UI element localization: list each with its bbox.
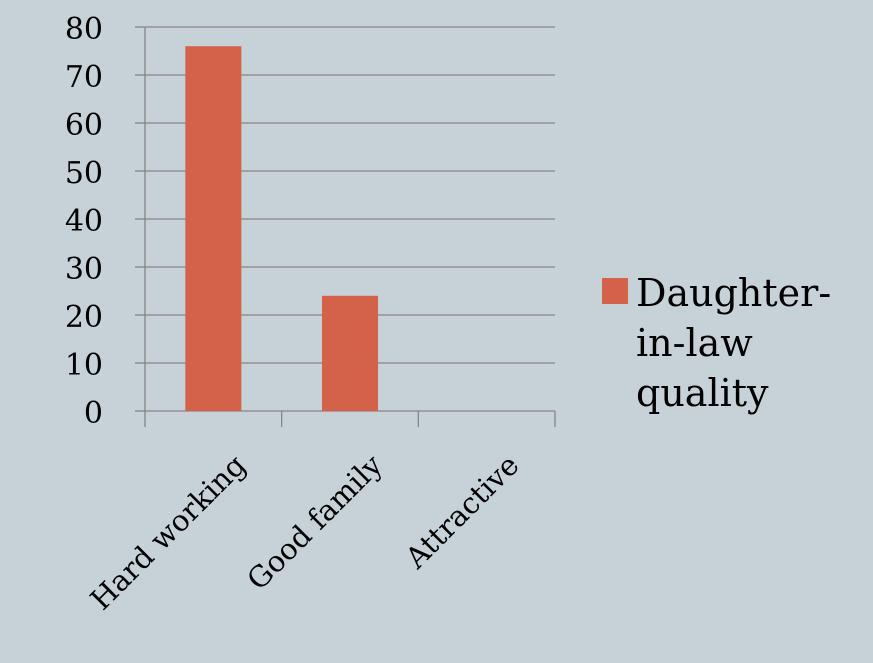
y-tick-label: 50 xyxy=(65,156,103,191)
y-tick-label: 60 xyxy=(65,108,103,143)
y-tick-label: 70 xyxy=(65,60,103,95)
y-tick-label: 40 xyxy=(65,204,103,239)
legend-label: Daughter-in-law quality xyxy=(636,271,832,415)
y-tick-label: 10 xyxy=(65,348,103,383)
bar xyxy=(321,295,379,411)
y-tick-label: 80 xyxy=(65,12,103,47)
x-category-label: Hard working xyxy=(84,448,253,617)
x-category-label: Good family xyxy=(240,447,389,596)
y-tick-label: 30 xyxy=(65,252,103,287)
y-tick-label: 20 xyxy=(65,300,103,335)
bar xyxy=(185,46,242,411)
x-category-label: Attractive xyxy=(398,448,526,576)
legend-swatch xyxy=(602,278,628,304)
legend: Daughter-in-law quality xyxy=(602,268,836,418)
y-tick-label: 0 xyxy=(84,396,103,431)
